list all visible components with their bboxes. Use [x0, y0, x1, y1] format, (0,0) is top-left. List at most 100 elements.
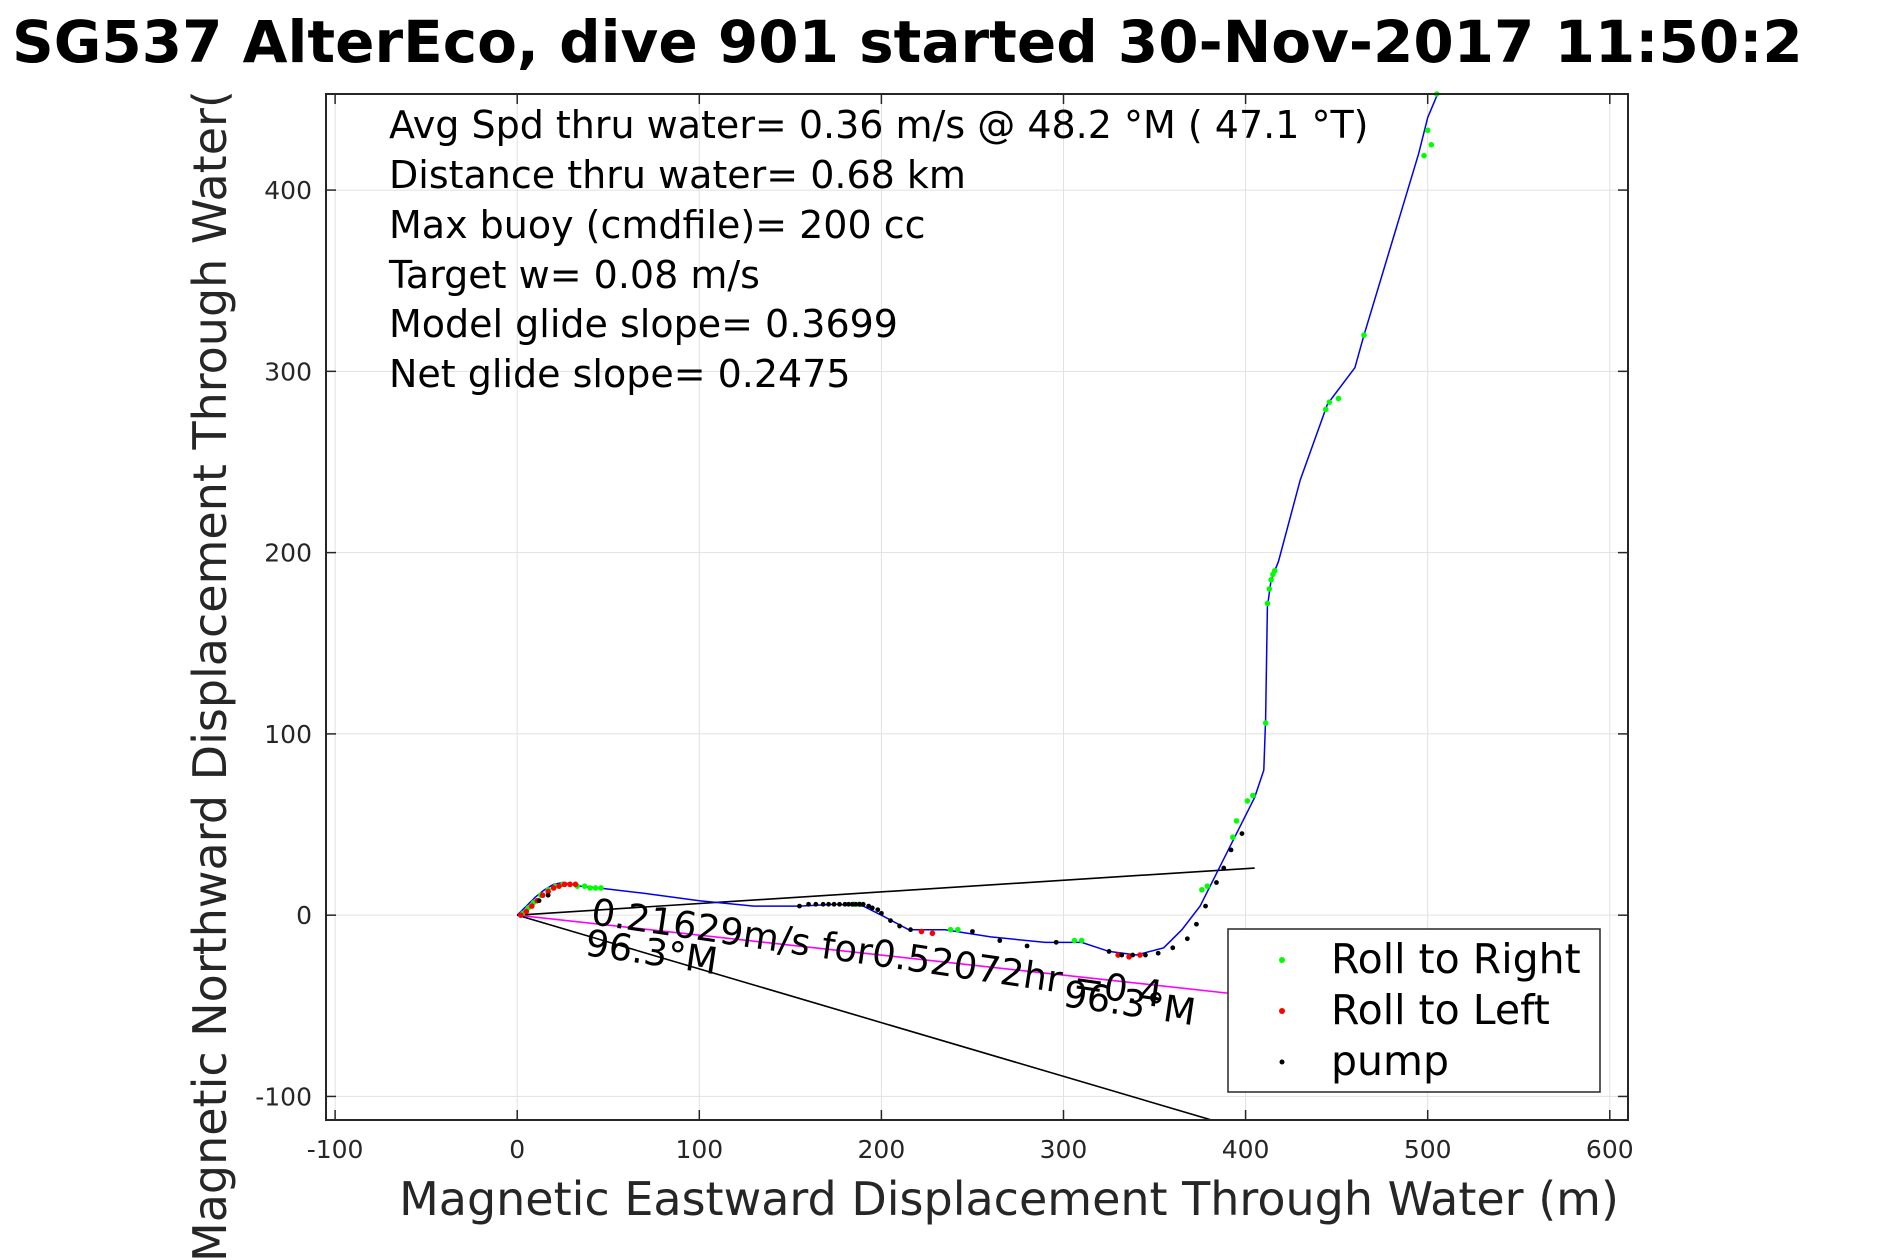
pump-point	[860, 901, 866, 907]
roll-left-point	[918, 928, 925, 935]
pump-point	[866, 903, 872, 909]
pump-point	[820, 901, 826, 907]
vector-line	[516, 914, 1215, 1120]
x-tick-label: 600	[1586, 1135, 1634, 1164]
roll-left-point	[539, 892, 546, 899]
legend: Roll to Right Roll to Left pump	[1227, 928, 1601, 1093]
pump-point	[846, 901, 852, 907]
pump-point	[536, 898, 542, 904]
roll-right-point	[1071, 937, 1078, 944]
roll-right-point	[1199, 886, 1205, 893]
x-tick-label: 0	[509, 1135, 525, 1164]
stat-distance: Distance thru water= 0.68 km	[389, 153, 966, 197]
legend-marker-pump	[1279, 1059, 1285, 1065]
pump-point	[857, 901, 862, 907]
pump-point	[875, 907, 881, 913]
roll-left-point	[518, 912, 524, 918]
pump-point	[970, 929, 975, 934]
legend-label-pump: pump	[1331, 1037, 1449, 1085]
legend-marker-roll-right	[1279, 957, 1285, 963]
y-tick-label: 400	[264, 176, 312, 205]
roll-left-point	[550, 885, 557, 891]
y-tick-label: 300	[264, 357, 312, 386]
stat-net-glide-slope: Net glide slope= 0.2475	[389, 352, 851, 396]
pump-point	[826, 901, 831, 907]
y-tick-label: 200	[264, 539, 312, 568]
roll-left-point	[561, 881, 568, 888]
roll-right-point	[1326, 399, 1333, 405]
pump-point	[908, 927, 913, 933]
pump-point	[1170, 945, 1176, 951]
pump-point	[1053, 939, 1059, 945]
legend-label-roll-right: Roll to Right	[1331, 935, 1581, 983]
vector-line	[517, 914, 1228, 994]
vector-layer	[516, 867, 1255, 1120]
roll-left-point	[567, 881, 573, 888]
roll-right-point	[1424, 127, 1431, 134]
stat-avg-speed: Avg Spd thru water= 0.36 m/s @ 48.2 °M (…	[389, 103, 1369, 147]
pump-point	[1184, 936, 1190, 942]
roll-right-point	[1322, 406, 1329, 413]
y-axis-label: Magnetic Northward Displacement Through …	[183, 90, 237, 1260]
pump-point	[1130, 952, 1136, 958]
pump-point	[997, 938, 1003, 943]
chart-title: SG537 AlterEco, dive 901 started 30-Nov-…	[12, 8, 1803, 76]
pump-point	[869, 905, 875, 911]
y-tick-label: 0	[296, 901, 312, 930]
pump-point	[1221, 865, 1227, 871]
pump-point	[813, 901, 819, 907]
roll-left-point	[528, 903, 535, 909]
roll-right-point	[1230, 834, 1236, 841]
pump-point	[897, 923, 903, 929]
x-axis-label: Magnetic Eastward Displacement Through W…	[399, 1172, 1619, 1226]
roll-right-point	[1244, 798, 1251, 804]
legend-marker-roll-left	[1279, 1008, 1285, 1014]
roll-right-point	[1078, 937, 1085, 944]
x-tick-label: 300	[1040, 1135, 1088, 1164]
pump-point	[842, 901, 848, 907]
roll-right-point	[1204, 883, 1211, 889]
roll-right-point	[1421, 152, 1427, 159]
ticks-layer: -100 0 100 200 300 400 500 600 -100 0 100 200 300 400	[255, 94, 1634, 1164]
pump-point	[797, 903, 802, 909]
legend-box	[1227, 928, 1601, 1093]
roll-right-point	[1250, 792, 1256, 799]
roll-left-point	[572, 881, 579, 888]
roll-right-point	[581, 883, 588, 889]
y-tick-label: -100	[255, 1082, 312, 1111]
roll-right-point	[1271, 567, 1278, 574]
roll-right-point	[1233, 818, 1240, 824]
stat-target-w: Target w= 0.08 m/s	[388, 253, 760, 297]
pump-point	[1239, 831, 1245, 836]
roll-right-point	[1262, 720, 1269, 726]
roll-right-point	[1335, 395, 1342, 402]
x-tick-label: 500	[1404, 1135, 1452, 1164]
x-tick-label: 100	[675, 1135, 723, 1164]
x-tick-label: -100	[307, 1135, 364, 1164]
roll-right-point	[1268, 577, 1274, 583]
roll-right-point	[947, 926, 954, 933]
roll-right-point	[1361, 332, 1367, 338]
x-tick-label: 200	[858, 1135, 906, 1164]
vector-line	[517, 867, 1255, 916]
legend-label-roll-left: Roll to Left	[1331, 986, 1550, 1034]
roll-right-point	[592, 885, 599, 891]
plot-frame	[325, 93, 1629, 1121]
roll-right-point	[955, 926, 961, 933]
roll-left-point	[1137, 952, 1143, 958]
roll-left-point	[545, 888, 551, 895]
pump-point	[849, 901, 855, 907]
roll-right-point	[1428, 141, 1435, 148]
roll-left-point	[1115, 952, 1121, 958]
heading-label-2: 96.3°M	[1061, 972, 1199, 1034]
pump-point	[1203, 903, 1208, 909]
pump-point	[806, 901, 811, 907]
roll-right-point	[587, 885, 593, 891]
pump-point	[1155, 950, 1161, 956]
roll-left-point	[556, 883, 562, 889]
pump-point	[853, 901, 859, 907]
pump-point	[1228, 847, 1234, 853]
stat-max-buoy: Max buoy (cmdfile)= 200 cc	[389, 203, 926, 247]
pump-point	[1106, 949, 1112, 954]
